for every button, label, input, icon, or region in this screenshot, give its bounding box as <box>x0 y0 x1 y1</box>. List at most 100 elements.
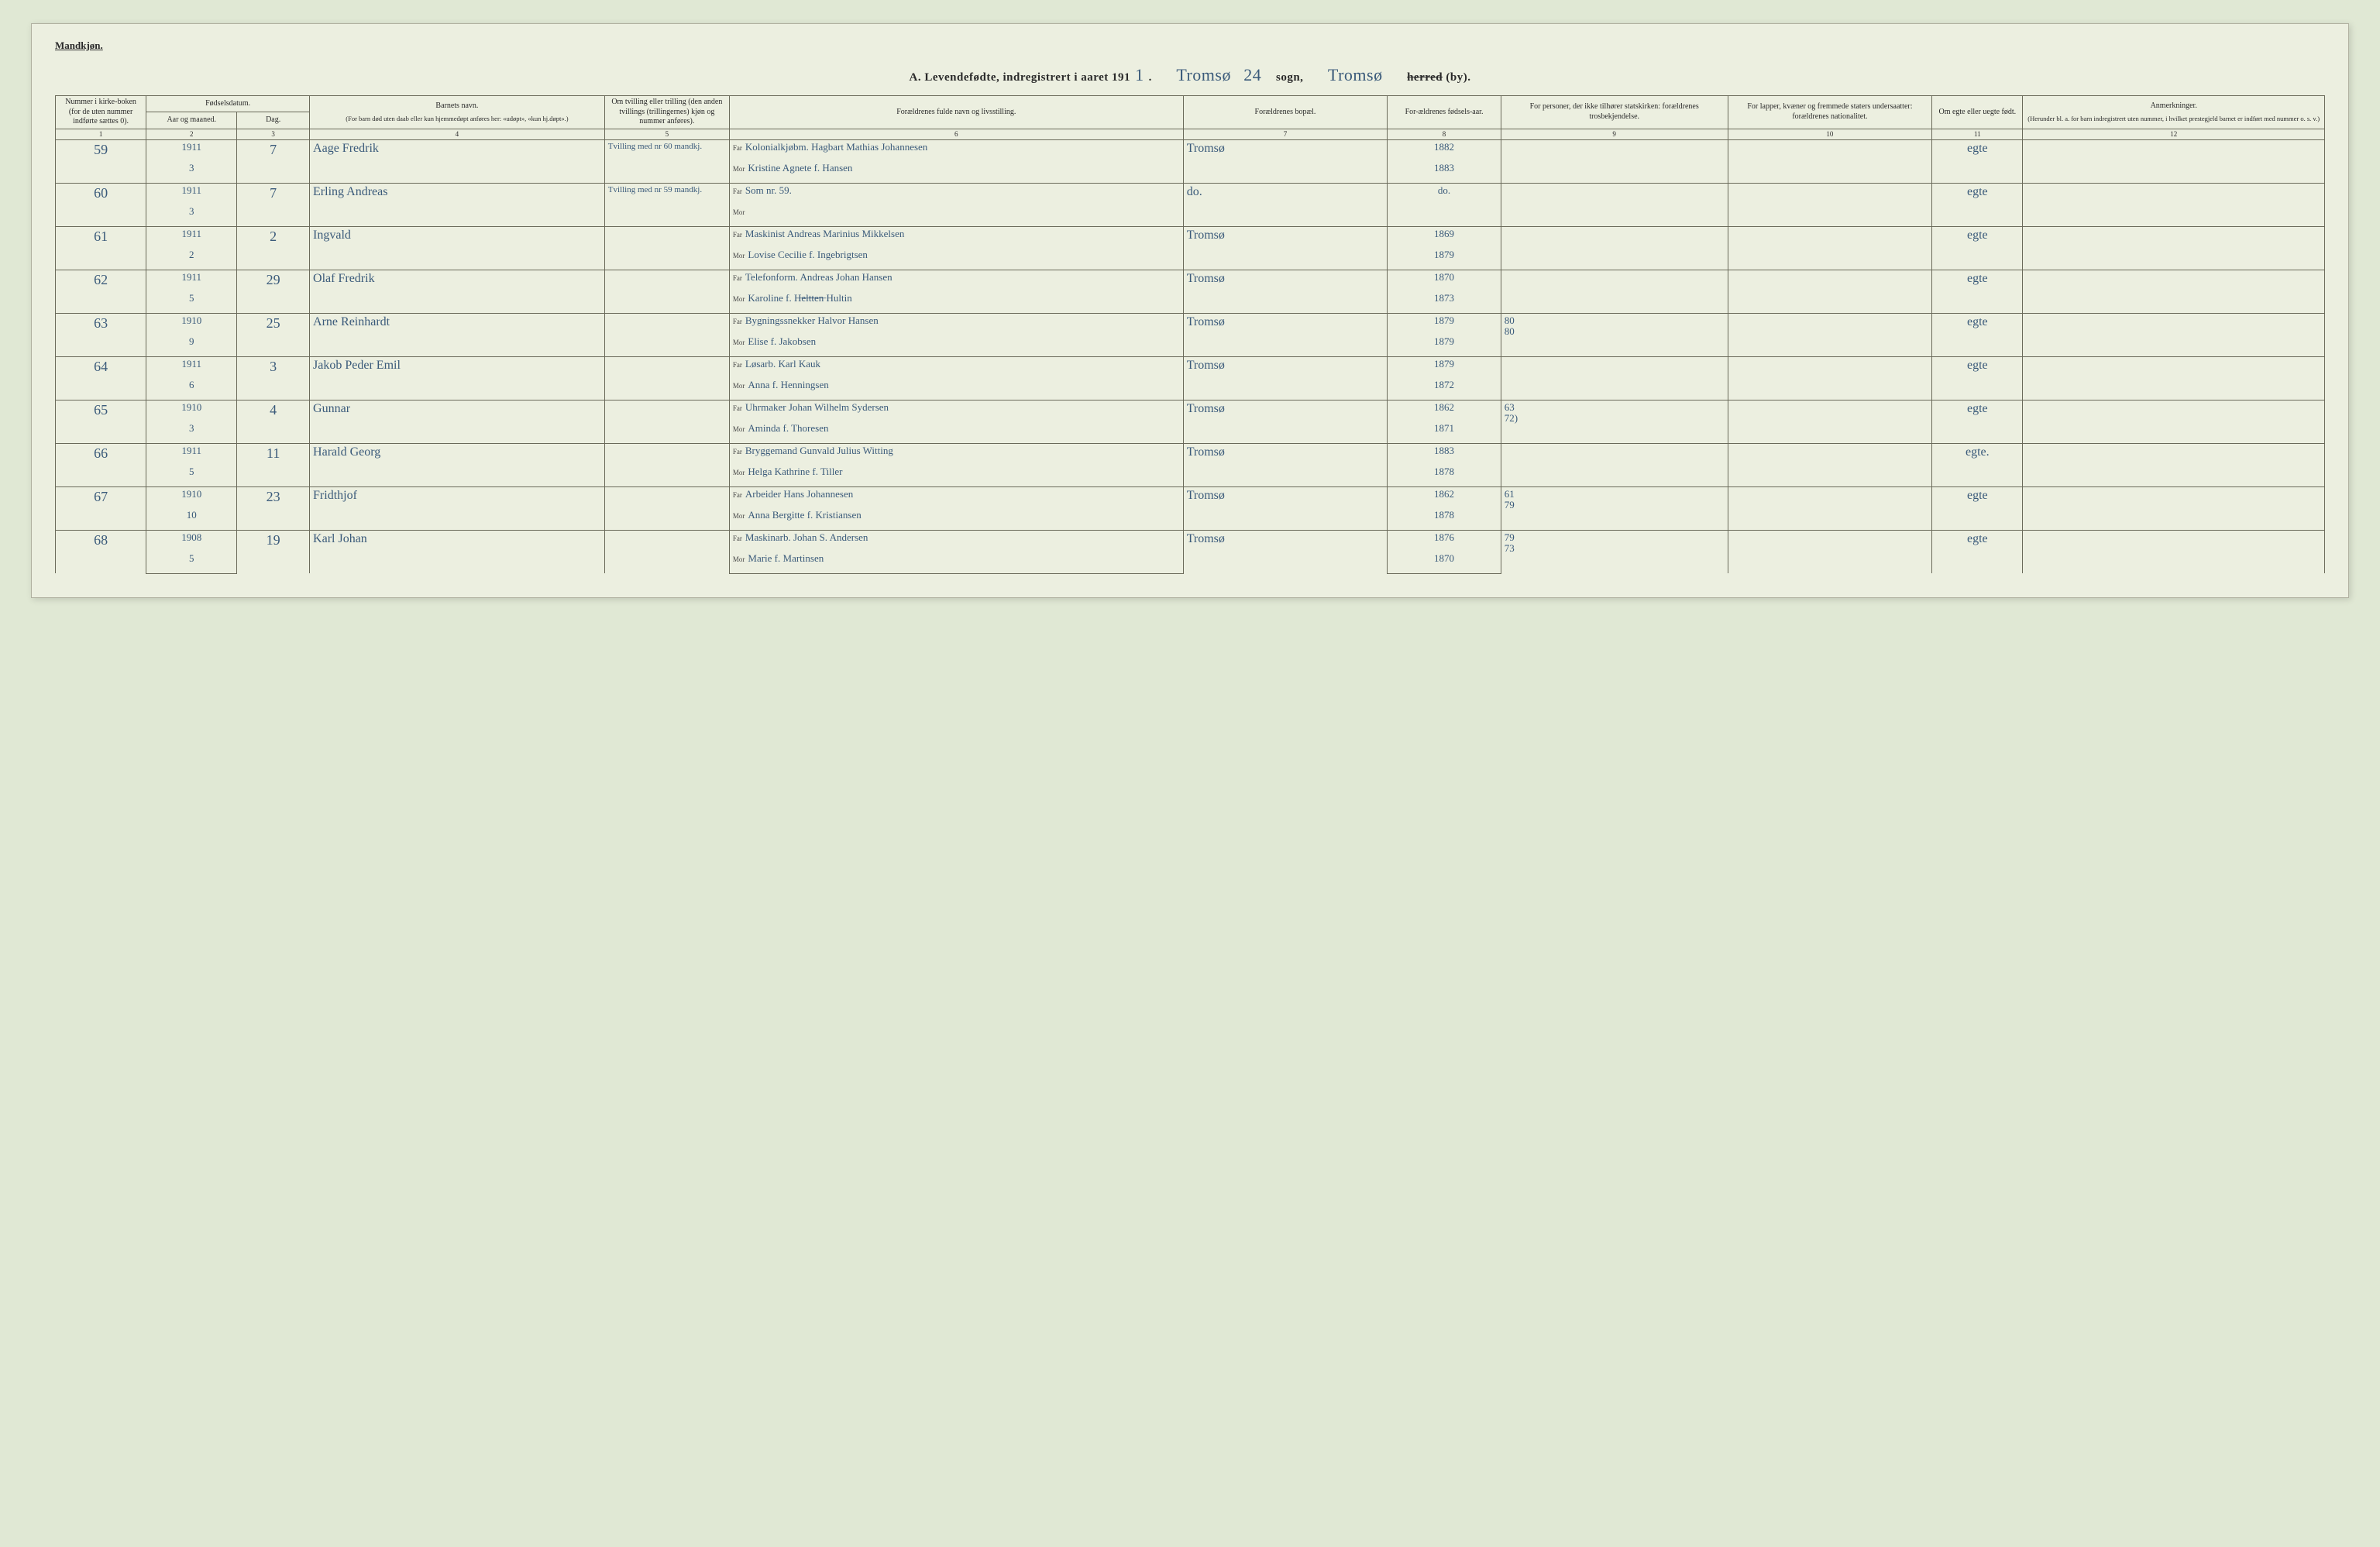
birth-month: 9 <box>146 335 237 356</box>
mother-line: MorElise f. Jakobsen <box>729 335 1183 356</box>
mother-birth-year: 1879 <box>1388 335 1501 356</box>
by-label: (by). <box>1446 71 1470 84</box>
father-line: FarUhrmaker Johan Wilhelm Sydersen <box>729 400 1183 421</box>
col10-value <box>1728 356 1932 400</box>
far-label: Far <box>733 404 742 412</box>
birth-month: 3 <box>146 161 237 183</box>
col-header-11: Om egte eller uegte født. <box>1932 96 2023 129</box>
birth-day: 25 <box>237 313 310 356</box>
residence: do. <box>1183 183 1388 226</box>
child-name: Gunnar <box>310 400 605 443</box>
col10-value <box>1728 530 1932 573</box>
father-name: Maskinist Andreas Marinius Mikkelsen <box>745 228 904 239</box>
table-row: 6419113Jakob Peder EmilFarLøsarb. Karl K… <box>56 356 2325 378</box>
sogn-label: sogn, <box>1276 71 1303 84</box>
mother-line: MorHelga Kathrine f. Tiller <box>729 465 1183 486</box>
father-name: Som nr. 59. <box>745 184 792 196</box>
legitimacy: egte <box>1932 183 2023 226</box>
mother-birth-year: 1870 <box>1388 552 1501 573</box>
father-birth-year: 1882 <box>1388 139 1501 161</box>
mother-name: Elise f. Jakobsen <box>748 335 816 347</box>
mother-birth-year <box>1388 205 1501 226</box>
residence: Tromsø <box>1183 270 1388 313</box>
table-row: 68190819Karl JohanFarMaskinarb. Johan S.… <box>56 530 2325 552</box>
birth-day: 4 <box>237 400 310 443</box>
mor-label: Mor <box>733 469 745 476</box>
birth-year: 1911 <box>146 226 237 248</box>
row-number: 59 <box>56 139 146 183</box>
father-line: FarMaskinarb. Johan S. Andersen <box>729 530 1183 552</box>
birth-month: 5 <box>146 291 237 313</box>
colnum-12: 12 <box>2023 129 2325 139</box>
father-name: Kolonialkjøbm. Hagbart Mathias Johannese… <box>745 141 927 153</box>
birth-day: 19 <box>237 530 310 573</box>
col9-value <box>1501 443 1728 486</box>
twin-note <box>604 226 729 270</box>
mother-line: MorAnna f. Henningsen <box>729 378 1183 400</box>
child-name: Harald Georg <box>310 443 605 486</box>
herred-name-hand: Tromsø <box>1323 65 1388 84</box>
col-12-title: Anmerkninger. <box>2026 101 2321 112</box>
mother-name: Marie f. Martinsen <box>748 552 824 564</box>
father-birth-year: 1876 <box>1388 530 1501 552</box>
col-4-title: Barnets navn. <box>313 101 601 112</box>
father-name: Maskinarb. Johan S. Andersen <box>745 531 868 543</box>
mother-name: Lovise Cecilie f. Ingebrigtsen <box>748 249 868 260</box>
father-name: Bygningssnekker Halvor Hansen <box>745 315 879 326</box>
col10-value <box>1728 226 1932 270</box>
father-birth-year: 1870 <box>1388 270 1501 291</box>
birth-year: 1911 <box>146 183 237 205</box>
far-label: Far <box>733 448 742 456</box>
col9-value: 80 80 <box>1501 313 1728 356</box>
col10-value <box>1728 400 1932 443</box>
col-header-1: Nummer i kirke-boken (for de uten nummer… <box>56 96 146 129</box>
residence: Tromsø <box>1183 139 1388 183</box>
col10-value <box>1728 183 1932 226</box>
col9-value: 79 73 <box>1501 530 1728 573</box>
mor-label: Mor <box>733 425 745 433</box>
mother-name: Anna f. Henningsen <box>748 379 828 390</box>
child-name: Karl Johan <box>310 530 605 573</box>
legitimacy: egte. <box>1932 443 2023 486</box>
remarks <box>2023 356 2325 400</box>
col9-value <box>1501 139 1728 183</box>
col-header-6: Forældrenes fulde navn og livsstilling. <box>729 96 1183 129</box>
legitimacy: egte <box>1932 530 2023 573</box>
mother-name: Anna Bergitte f. Kristiansen <box>748 509 861 521</box>
far-label: Far <box>733 187 742 195</box>
mor-label: Mor <box>733 339 745 346</box>
sogn-name-hand: Tromsø <box>1171 65 1236 84</box>
twin-note <box>604 443 729 486</box>
birth-year: 1910 <box>146 400 237 421</box>
col-header-2: Aar og maaned. <box>146 112 237 129</box>
father-name: Arbeider Hans Johannesen <box>745 488 853 500</box>
table-row: 6519104GunnarFarUhrmaker Johan Wilhelm S… <box>56 400 2325 421</box>
mother-birth-year: 1878 <box>1388 465 1501 486</box>
mother-line: Mor <box>729 205 1183 226</box>
colnum-9: 9 <box>1501 129 1728 139</box>
page-number-hand: 24 <box>1239 65 1266 84</box>
remarks <box>2023 400 2325 443</box>
twin-note <box>604 400 729 443</box>
col-header-8: For-ældrenes fødsels-aar. <box>1388 96 1501 129</box>
row-number: 60 <box>56 183 146 226</box>
col-12-sub: (Herunder bl. a. for barn indregistrert … <box>2026 115 2321 123</box>
mor-label: Mor <box>733 512 745 520</box>
row-number: 63 <box>56 313 146 356</box>
mother-name: Karoline f. H̶e̶l̶t̶t̶e̶n̶ Hultin <box>748 292 851 304</box>
birth-month: 2 <box>146 248 237 270</box>
far-label: Far <box>733 144 742 152</box>
mor-label: Mor <box>733 295 745 303</box>
remarks <box>2023 226 2325 270</box>
birth-year: 1911 <box>146 139 237 161</box>
row-number: 66 <box>56 443 146 486</box>
title-line: A. Levendefødte, indregistrert i aaret 1… <box>55 66 2325 84</box>
mother-line: MorAminda f. Thoresen <box>729 421 1183 443</box>
mor-label: Mor <box>733 165 745 173</box>
father-line: FarTelefonform. Andreas Johan Hansen <box>729 270 1183 291</box>
father-line: FarMaskinist Andreas Marinius Mikkelsen <box>729 226 1183 248</box>
residence: Tromsø <box>1183 226 1388 270</box>
birth-year: 1911 <box>146 443 237 465</box>
twin-note <box>604 356 729 400</box>
birth-day: 23 <box>237 486 310 530</box>
